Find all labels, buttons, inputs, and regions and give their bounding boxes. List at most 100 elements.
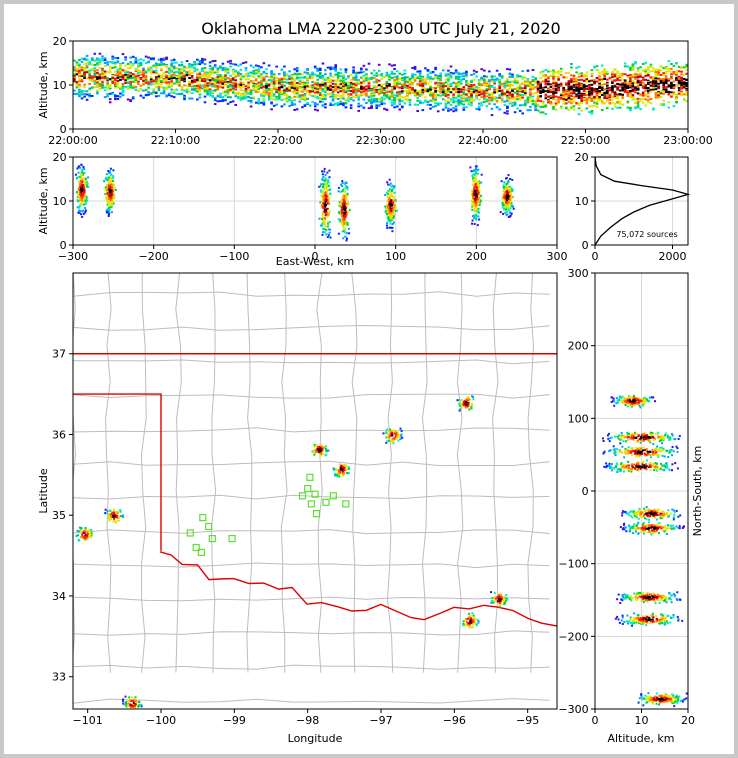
ew-source-pixel [337, 218, 340, 221]
time-source-pixel [211, 82, 214, 85]
time-source-pixel [577, 104, 581, 106]
time-source-pixel [685, 63, 688, 66]
time-source-pixel [249, 81, 253, 84]
time-source-pixel [547, 98, 550, 101]
ew-source-pixel [109, 170, 111, 173]
time-source-pixel [139, 58, 143, 61]
time-source-pixel [237, 97, 240, 100]
time-source-pixel [626, 76, 630, 79]
time-source-pixel [75, 92, 79, 95]
time-source-pixel [96, 83, 99, 86]
time-source-pixel [88, 94, 91, 97]
time-source-pixel [83, 95, 86, 98]
time-source-pixel [385, 95, 389, 98]
time-source-pixel [421, 80, 425, 83]
time-source-pixel [436, 110, 440, 113]
ew-source-pixel [326, 225, 329, 228]
time-source-pixel [295, 75, 299, 78]
time-source-pixel [175, 71, 179, 74]
time-source-pixel [649, 63, 653, 66]
ew-source-pixel [107, 193, 110, 196]
time-source-pixel [570, 106, 573, 109]
ew-source-pixel [324, 192, 327, 195]
time-source-pixel [567, 93, 571, 96]
time-source-pixel [313, 91, 317, 94]
time-source-pixel [398, 77, 401, 80]
time-source-pixel [547, 70, 550, 73]
time-source-pixel [290, 75, 294, 78]
time-source-pixel [493, 86, 496, 89]
time-source-pixel [506, 97, 509, 100]
time-source-pixel [375, 78, 378, 81]
time-source-pixel [582, 99, 586, 102]
time-source-pixel [165, 66, 168, 69]
time-source-pixel [629, 81, 632, 84]
time-source-pixel [552, 69, 555, 72]
time-source-pixel [324, 69, 327, 72]
time-source-pixel [449, 75, 453, 78]
time-source-pixel [149, 80, 153, 83]
time-source-pixel [249, 96, 253, 99]
time-source-pixel [572, 105, 576, 108]
time-source-pixel [498, 87, 501, 89]
ew-source-pixel [321, 205, 324, 208]
time-source-pixel [485, 105, 489, 108]
time-source-pixel [434, 105, 437, 108]
figure-title: Oklahoma LMA 2200-2300 UTC July 21, 2020 [201, 19, 560, 38]
time-source-pixel [623, 79, 627, 82]
ew-source-pixel [107, 204, 110, 207]
time-source-pixel [329, 68, 332, 71]
time-source-pixel [475, 94, 478, 97]
time-source-pixel [249, 89, 253, 92]
time-source-pixel [252, 71, 255, 74]
time-source-pixel [221, 82, 225, 85]
time-source-pixel [336, 102, 340, 105]
time-source-pixel [664, 76, 668, 79]
time-source-pixel [357, 105, 360, 108]
time-source-pixel [418, 93, 422, 96]
time-source-pixel [618, 84, 622, 87]
time-source-pixel [108, 92, 112, 95]
ew-source-pixel [86, 186, 89, 188]
time-source-pixel [652, 76, 655, 79]
time-source-pixel [526, 80, 530, 83]
time-source-pixel [477, 106, 481, 109]
time-source-pixel [444, 95, 448, 97]
time-source-pixel [85, 98, 89, 101]
time-source-pixel [75, 83, 79, 86]
time-source-pixel [418, 82, 422, 85]
time-source-pixel [536, 94, 540, 97]
time-source-pixel [475, 70, 478, 73]
time-source-pixel [311, 75, 314, 78]
time-source-pixel [503, 80, 507, 83]
time-source-pixel [96, 76, 99, 78]
time-source-pixel [644, 94, 647, 97]
time-source-pixel [590, 74, 594, 77]
time-source-pixel [393, 94, 396, 97]
time-source-pixel [119, 67, 122, 70]
ew-source-pixel [106, 179, 109, 181]
time-source-pixel [457, 76, 460, 78]
time-source-pixel [198, 93, 202, 96]
time-source-pixel [465, 74, 468, 77]
time-source-pixel [85, 65, 89, 68]
time-source-pixel [342, 102, 345, 105]
ew-source-pixel [81, 187, 84, 189]
time-source-pixel [629, 66, 632, 69]
time-source-pixel [534, 86, 537, 89]
time-source-pixel [80, 73, 84, 76]
ew-source-pixel [326, 171, 329, 174]
time-source-pixel [88, 60, 91, 63]
ew-source-pixel [104, 186, 107, 189]
time-source-pixel [334, 102, 337, 105]
time-source-pixel [472, 90, 476, 93]
time-source-pixel [526, 101, 530, 104]
time-source-pixel [562, 90, 565, 93]
time-source-pixel [301, 106, 304, 109]
ew-source-pixel [109, 167, 112, 170]
time-source-pixel [390, 91, 394, 94]
time-source-pixel [380, 99, 384, 102]
time-source-pixel [175, 75, 179, 78]
time-source-pixel [185, 74, 189, 77]
time-source-pixel [160, 80, 163, 83]
